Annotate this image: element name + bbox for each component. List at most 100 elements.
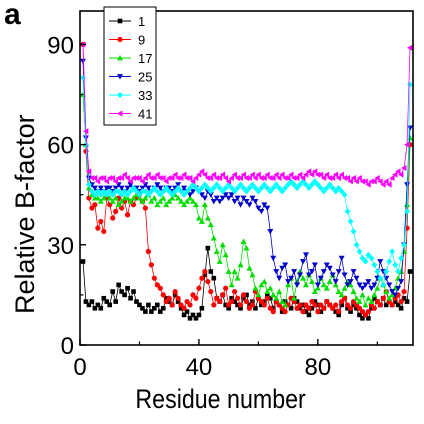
data-point-1 (146, 302, 151, 308)
legend-label-33: 33 (138, 88, 152, 103)
data-point-33 (311, 178, 318, 185)
data-point-33 (261, 181, 268, 188)
data-point-33 (213, 181, 220, 188)
data-point-25 (154, 182, 161, 188)
data-point-9 (148, 262, 154, 268)
data-point-1 (149, 309, 154, 314)
data-point-1 (86, 302, 92, 308)
data-point-33 (187, 185, 194, 192)
data-point-17 (234, 275, 241, 281)
data-point-25 (398, 279, 405, 285)
data-point-41 (332, 171, 339, 178)
x-tick-label: 0 (73, 354, 86, 381)
data-point-41 (401, 164, 407, 171)
data-point-1 (113, 299, 118, 304)
data-point-25 (282, 262, 289, 268)
data-point-25 (216, 198, 223, 205)
data-point-9 (309, 298, 315, 305)
data-point-1 (223, 302, 228, 308)
data-point-33 (365, 251, 372, 258)
data-point-17 (347, 281, 354, 288)
data-point-17 (282, 301, 289, 308)
data-point-1 (232, 299, 237, 304)
data-point-33 (282, 185, 289, 192)
data-point-41 (285, 175, 291, 181)
data-point-33 (395, 268, 402, 275)
data-point-9 (211, 302, 217, 308)
data-point-41 (213, 175, 220, 181)
data-point-17 (386, 295, 393, 301)
data-point-1 (241, 295, 246, 301)
data-point-1 (134, 299, 139, 304)
legend-label-41: 41 (138, 107, 152, 122)
data-point-33 (106, 188, 113, 195)
data-point-41 (386, 181, 392, 188)
data-point-9 (178, 302, 184, 308)
data-point-25 (294, 282, 301, 288)
data-point-9 (336, 309, 342, 315)
x-axis-label: Residue number (135, 384, 306, 414)
data-point-9 (220, 292, 226, 298)
data-point-33 (398, 255, 405, 262)
data-point-17 (100, 195, 107, 201)
data-point-33 (353, 241, 360, 248)
data-point-9 (249, 302, 256, 308)
data-point-17 (139, 198, 146, 204)
data-point-17 (246, 265, 253, 271)
data-point-1 (300, 302, 306, 308)
data-point-17 (166, 198, 173, 204)
data-point-1 (270, 305, 276, 311)
data-point-33 (210, 185, 217, 192)
data-point-41 (192, 175, 199, 181)
data-point-1 (297, 305, 303, 311)
data-point-41 (178, 175, 184, 181)
data-point-33 (302, 181, 309, 188)
data-point-17 (106, 195, 113, 201)
data-point-41 (181, 171, 187, 178)
data-point-25 (145, 185, 152, 192)
data-point-9 (196, 285, 202, 291)
data-point-17 (261, 278, 268, 284)
data-point-1 (205, 245, 211, 251)
legend-label-17: 17 (138, 51, 152, 66)
data-point-1 (383, 302, 389, 308)
data-point-1 (404, 299, 410, 304)
data-point-41 (261, 175, 267, 181)
data-point-33 (317, 185, 324, 192)
data-point-1 (196, 312, 202, 318)
data-point-25 (335, 269, 342, 275)
data-point-25 (112, 185, 119, 192)
data-point-41 (216, 175, 223, 181)
data-point-33 (404, 208, 411, 215)
data-point-33 (335, 185, 342, 192)
data-point-9 (300, 309, 306, 315)
data-point-33 (249, 181, 256, 188)
data-point-33 (276, 185, 283, 192)
data-point-41 (219, 171, 226, 178)
data-point-41 (243, 175, 249, 181)
data-point-41 (160, 175, 166, 181)
data-point-33 (154, 188, 161, 195)
data-point-25 (225, 195, 232, 202)
data-point-41 (228, 175, 235, 181)
data-point-41 (163, 178, 169, 185)
data-point-17 (195, 215, 202, 221)
data-point-41 (267, 175, 273, 181)
data-point-41 (154, 171, 160, 178)
data-point-17 (267, 285, 274, 291)
data-point-9 (401, 288, 407, 295)
data-point-17 (285, 281, 292, 288)
data-point-25 (273, 269, 280, 275)
data-point-41 (255, 171, 261, 178)
data-point-41 (166, 175, 172, 181)
data-point-41 (210, 171, 217, 178)
data-point-17 (97, 198, 104, 204)
data-point-1 (348, 309, 353, 314)
data-point-25 (386, 282, 393, 288)
y-tick-label: 30 (47, 233, 74, 260)
data-point-17 (320, 281, 327, 288)
data-point-25 (347, 279, 354, 285)
data-point-9 (243, 298, 250, 305)
data-point-17 (407, 134, 414, 141)
